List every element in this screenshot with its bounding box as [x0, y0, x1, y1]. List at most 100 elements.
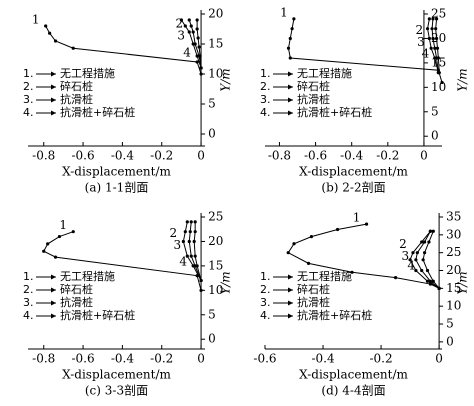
y-tick-label: 10 — [208, 283, 223, 297]
legend-arrow — [288, 313, 293, 319]
point — [46, 242, 50, 246]
point — [427, 17, 431, 21]
point — [195, 18, 199, 22]
legend-dot: . — [267, 106, 271, 119]
legend-arrow — [288, 71, 293, 77]
point — [42, 249, 46, 253]
legend-number: 3 — [23, 93, 30, 106]
curve-label: 1 — [32, 13, 40, 27]
legend-dot: . — [30, 93, 34, 106]
point — [435, 46, 440, 50]
point — [434, 36, 439, 41]
x-tick-label: -0.4 — [111, 149, 135, 163]
legend-dot: . — [267, 80, 271, 93]
point — [431, 36, 435, 41]
y-tick-label: 5 — [431, 104, 439, 118]
y-tick-label: 0 — [431, 129, 439, 143]
legend-arrow — [51, 274, 56, 280]
x-tick-label: 0 — [197, 352, 205, 366]
series-line — [435, 18, 440, 73]
legend-dot: . — [30, 283, 34, 296]
point — [437, 286, 441, 290]
point — [192, 239, 196, 244]
y-tick-label: 20 — [446, 263, 461, 277]
y-tick-label: 25 — [446, 245, 461, 259]
y-tick-label: 10 — [431, 80, 446, 94]
point — [191, 30, 195, 34]
x-tick-label: -0.2 — [376, 149, 399, 163]
legend-arrow — [288, 97, 293, 103]
point — [422, 251, 427, 255]
point — [434, 17, 439, 21]
point — [193, 220, 197, 224]
y-axis-label: Y/m — [219, 68, 233, 91]
point — [411, 251, 415, 255]
legend-arrow — [51, 97, 56, 103]
legend-label: 无工程措施 — [60, 269, 115, 283]
legend-dot: . — [267, 309, 271, 322]
point — [436, 56, 440, 60]
point — [414, 258, 418, 262]
legend-label: 抗滑桩 — [297, 92, 330, 106]
legend-number: 1 — [23, 67, 30, 80]
point — [427, 36, 431, 41]
point — [286, 46, 291, 50]
legend-number: 4 — [260, 309, 267, 322]
point — [292, 17, 296, 21]
legend-arrow — [288, 287, 293, 293]
series-line — [431, 18, 439, 73]
point — [428, 229, 432, 233]
y-tick-label: 10 — [208, 67, 223, 81]
legend-dot: . — [267, 270, 271, 283]
legend-label: 碎石桩 — [297, 79, 330, 93]
curve-label: 3 — [417, 35, 425, 49]
curve-label: 4 — [179, 255, 187, 269]
point — [195, 60, 199, 64]
legend-arrow — [51, 110, 56, 116]
legend-number: 2 — [23, 80, 30, 93]
x-tick-label: -0.6 — [71, 149, 94, 163]
legend-arrow — [288, 110, 293, 116]
curve-label: 2 — [175, 17, 183, 31]
y-tick-label: 0 — [446, 334, 454, 348]
point — [350, 270, 354, 274]
y-tick-label: 0 — [208, 332, 216, 346]
legend-dot: . — [267, 296, 271, 309]
curve-label: 2 — [416, 23, 424, 37]
legend-label: 抗滑桩+碎石桩 — [60, 308, 135, 322]
y-tick-label: 15 — [208, 37, 223, 51]
point — [199, 288, 203, 292]
legend-label: 无工程措施 — [297, 269, 352, 283]
y-tick-label: 15 — [208, 258, 223, 272]
point — [428, 279, 432, 283]
point — [433, 46, 437, 50]
curve-label: 3 — [402, 249, 410, 263]
legend-dot: . — [30, 67, 34, 80]
series-line — [188, 221, 202, 281]
point — [179, 18, 183, 22]
point — [431, 229, 435, 233]
point — [434, 27, 438, 31]
point — [185, 220, 189, 224]
x-tick-label: -0.2 — [369, 352, 392, 366]
point — [181, 239, 185, 244]
curve-label: 4 — [422, 47, 430, 61]
y-tick-label: 5 — [208, 97, 216, 111]
legend-number: 3 — [260, 296, 267, 309]
curve-label: 4 — [407, 258, 415, 272]
y-tick-label: 25 — [208, 210, 223, 224]
legend-dot: . — [30, 296, 34, 309]
point — [183, 230, 187, 234]
legend-number: 4 — [23, 309, 30, 322]
x-tick-label: -0.6 — [253, 352, 276, 366]
legend-arrow — [51, 300, 56, 306]
legend-dot: . — [30, 106, 34, 119]
legend-label: 碎石桩 — [60, 79, 93, 93]
curve-label: 1 — [59, 218, 67, 232]
y-tick-label: 30 — [446, 227, 461, 241]
x-tick-label: 0 — [435, 352, 443, 366]
caption: (c) 3-3剖面 — [85, 384, 148, 398]
legend-number: 4 — [23, 106, 30, 119]
point — [393, 276, 398, 280]
